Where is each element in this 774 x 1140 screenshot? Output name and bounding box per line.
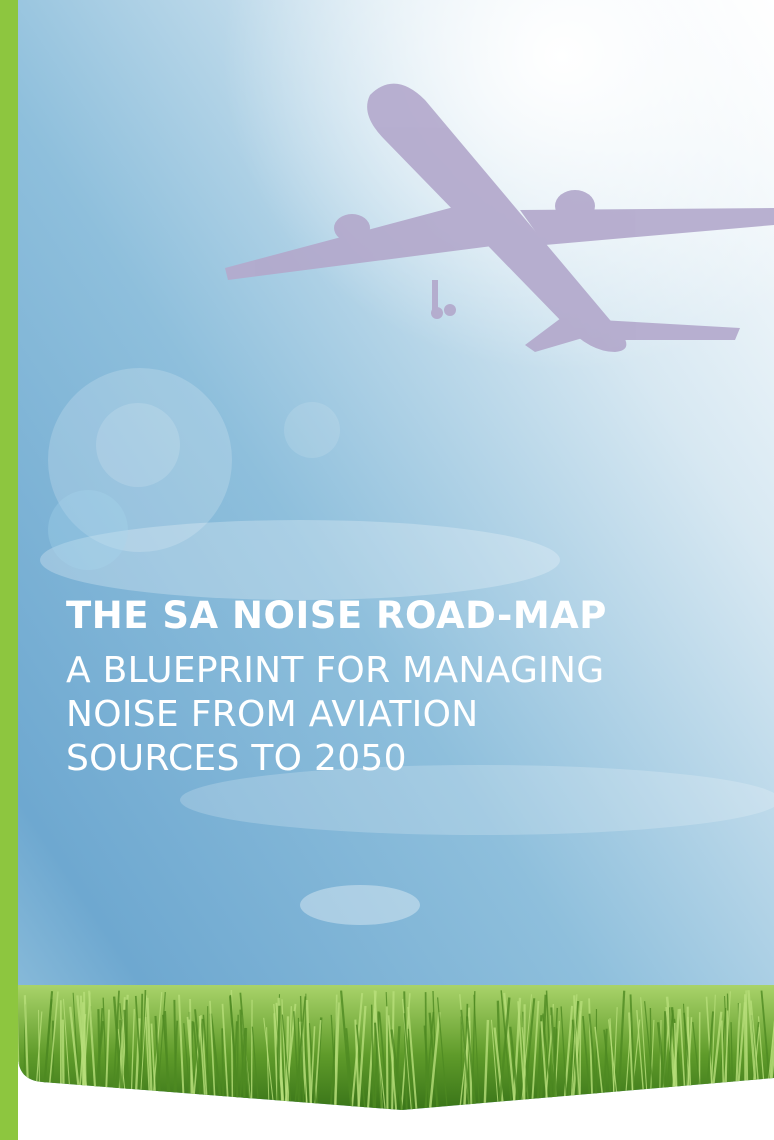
grass-blade: [252, 1000, 253, 1120]
cover-title: THE SA NOISE ROAD-MAP: [66, 594, 607, 637]
green-stripe: [0, 0, 18, 1140]
cover-subtitle: NOISE FROM AVIATION: [66, 694, 478, 735]
grass-blade: [524, 1004, 525, 1120]
cover: THE SA NOISE ROAD-MAP A BLUEPRINT FOR MA…: [0, 0, 774, 1140]
grass-blade: [278, 1006, 280, 1120]
grass-blade: [387, 1006, 388, 1120]
lens-flare: [284, 402, 340, 458]
page: {"cover": {"title": "THE SA NOISE ROAD-M…: [0, 0, 774, 1140]
cover-subtitle: SOURCES TO 2050: [66, 738, 407, 779]
cover-subtitle: A BLUEPRINT FOR MANAGING: [66, 650, 604, 691]
lens-flare: [48, 490, 128, 570]
lens-flare: [96, 403, 180, 487]
grass-blade: [63, 1020, 64, 1120]
cloud: [300, 885, 420, 925]
cover-photo: [15, 0, 774, 1140]
